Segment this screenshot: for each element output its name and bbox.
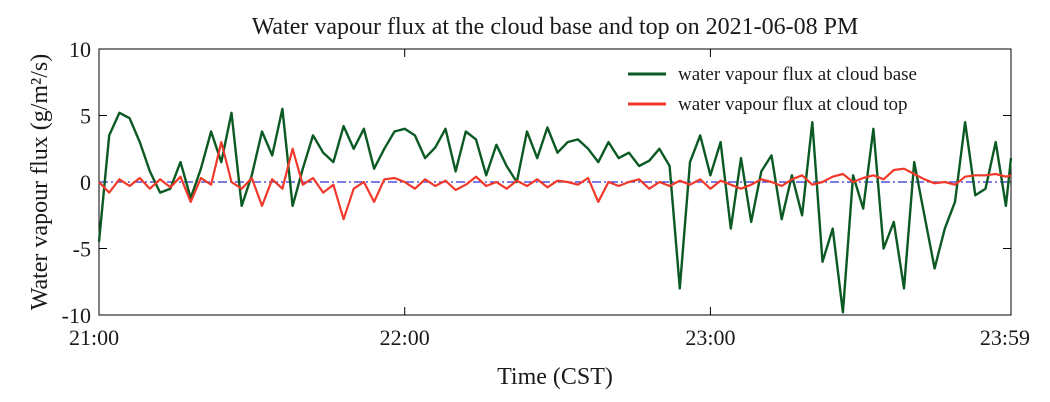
series-layer	[97, 107, 1013, 314]
x-tick-label: 22:00	[380, 325, 430, 350]
legend-label-2: water vapour flux at cloud top	[678, 94, 908, 115]
y-axis-title: Water vapour flux (g/m²/s)	[27, 54, 53, 311]
x-tick-label: 23:59	[980, 325, 1030, 350]
y-tick-label: 0	[80, 170, 91, 195]
chart-title: Water vapour flux at the cloud base and …	[252, 14, 859, 40]
y-tick-label: 10	[69, 37, 91, 62]
y-tick-label: 5	[80, 104, 91, 129]
series-line-1	[97, 107, 1013, 314]
x-tick-label: 23:00	[685, 325, 735, 350]
y-tick-label: -10	[62, 303, 91, 328]
legend-label-1: water vapour flux at cloud base	[678, 64, 917, 85]
y-tick-label: -5	[73, 237, 91, 262]
x-tick-label: 21:00	[69, 325, 119, 350]
series-line-2	[98, 141, 1012, 221]
x-axis-title: Time (CST)	[497, 364, 613, 390]
